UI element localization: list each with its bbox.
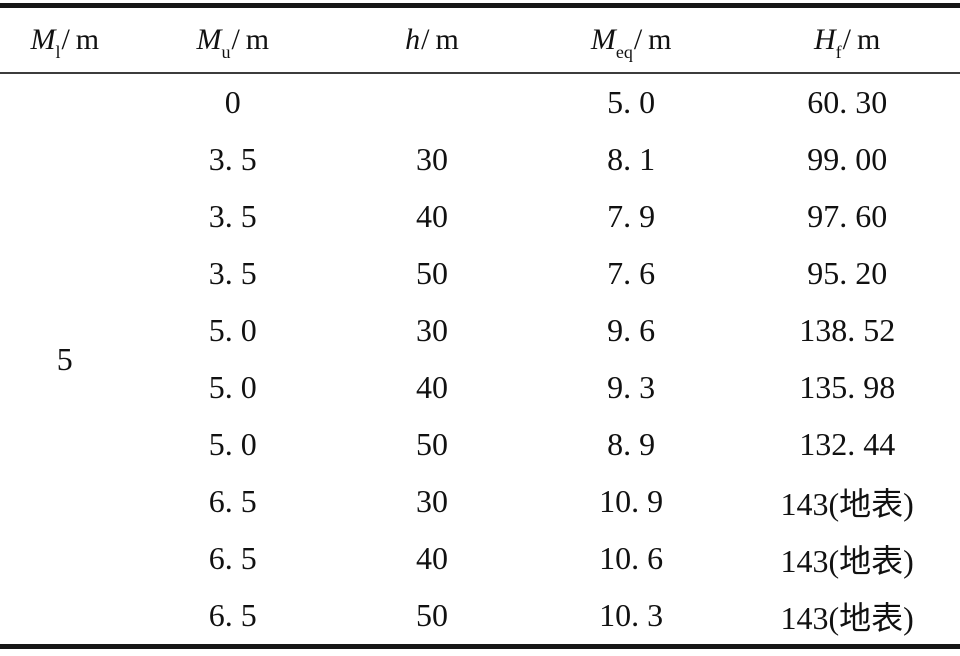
unit-label: / m <box>61 23 100 56</box>
table-cell: 97. 60 <box>807 198 888 234</box>
table-cell: 8. 1 <box>607 141 656 177</box>
table-cell: 143(地表) <box>780 485 914 522</box>
table-cell: 30 <box>415 312 448 348</box>
table-row: 3. 5 40 7. 9 97. 60 <box>0 188 960 245</box>
table-cell: 30 <box>415 141 448 177</box>
table-cell: 5. 0 <box>208 312 257 348</box>
table-cell: 3. 5 <box>208 198 257 234</box>
table-cell: 10. 9 <box>599 483 664 519</box>
table-cell: 9. 3 <box>607 369 656 405</box>
column-header-ml: Ml/ m <box>0 5 130 74</box>
variable-subscript: eq <box>615 42 633 63</box>
table-cell: 6. 5 <box>208 597 257 633</box>
unit-label: / m <box>421 23 459 56</box>
variable-symbol: M <box>590 23 616 56</box>
table-cell: 0 <box>224 84 241 120</box>
variable-subscript: l <box>55 42 61 63</box>
table-row: 5 0 5. 0 60. 30 <box>0 73 960 377</box>
variable-symbol: H <box>814 23 836 56</box>
column-header-hf: Hf/ m <box>734 5 960 74</box>
table-cell: 3. 5 <box>208 255 257 291</box>
table-cell: 6. 5 <box>208 540 257 576</box>
table-header-row: Ml/ m Mu/ m h/ m Meq/ m Hf/ m <box>0 5 960 74</box>
table-cell: 50 <box>415 597 448 633</box>
table-cell: 143(地表) <box>780 599 914 636</box>
table-row: 3. 5 30 8. 1 99. 00 <box>0 131 960 188</box>
table-row: 6. 5 50 10. 3 143(地表) <box>0 587 960 647</box>
variable-subscript: f <box>835 42 842 63</box>
table-row: 5. 0 40 9. 3 135. 98 <box>0 359 960 416</box>
variable-symbol: M <box>30 23 56 56</box>
table-row: 5. 0 50 8. 9 132. 44 <box>0 416 960 473</box>
unit-label: / m <box>633 23 672 56</box>
table-header: Ml/ m Mu/ m h/ m Meq/ m Hf/ m <box>0 5 960 74</box>
table-cell: 40 <box>415 540 448 576</box>
table-cell: 50 <box>415 255 448 291</box>
variable-symbol: h <box>405 23 421 56</box>
table-row: 6. 5 40 10. 6 143(地表) <box>0 530 960 587</box>
table-cell: 5. 0 <box>607 84 656 120</box>
table-cell: 5. 0 <box>208 426 257 462</box>
column-header-h: h/ m <box>335 5 528 74</box>
table-row: 5. 0 30 9. 6 138. 52 <box>0 302 960 359</box>
data-table: Ml/ m Mu/ m h/ m Meq/ m Hf/ m 5 0 5. 0 60. 30 3.… <box>0 3 960 649</box>
table-cell: 10. 3 <box>599 597 664 633</box>
variable-symbol: M <box>196 23 222 56</box>
table-row: 6. 5 30 10. 9 143(地表) <box>0 473 960 530</box>
unit-label: / m <box>231 23 270 56</box>
table-row: 3. 5 50 7. 6 95. 20 <box>0 245 960 302</box>
table-cell: 40 <box>415 198 448 234</box>
variable-subscript: u <box>221 42 231 63</box>
table-cell <box>336 73 528 131</box>
table-cell: 135. 98 <box>799 369 896 405</box>
table-cell: 95. 20 <box>807 255 888 291</box>
table-cell: 6. 5 <box>208 483 257 519</box>
table-cell: 10. 6 <box>599 540 664 576</box>
table-cell: 7. 6 <box>607 255 656 291</box>
table-cell: 30 <box>415 483 448 519</box>
table-cell: 143(地表) <box>780 542 914 579</box>
table-cell: 60. 30 <box>807 84 888 120</box>
table-cell: 3. 5 <box>208 141 257 177</box>
table-cell: 5. 0 <box>208 369 257 405</box>
table-body: 5 0 5. 0 60. 30 3. 5 30 8. 1 99. 00 3. 5 40 7. 9 97… <box>0 73 960 647</box>
table-cell: 9. 6 <box>607 312 656 348</box>
merged-cell-ml: 5 <box>56 340 73 377</box>
table-cell: 99. 00 <box>807 141 888 177</box>
table-cell: 8. 9 <box>607 426 656 462</box>
table-cell: 50 <box>415 426 448 462</box>
column-header-meq: Meq/ m <box>527 5 735 74</box>
table-cell: 138. 52 <box>799 312 896 348</box>
column-header-mu: Mu/ m <box>129 5 336 74</box>
table-cell: 132. 44 <box>799 426 896 462</box>
unit-label: / m <box>842 23 881 56</box>
table-cell: 40 <box>415 369 448 405</box>
table-cell: 7. 9 <box>607 198 656 234</box>
